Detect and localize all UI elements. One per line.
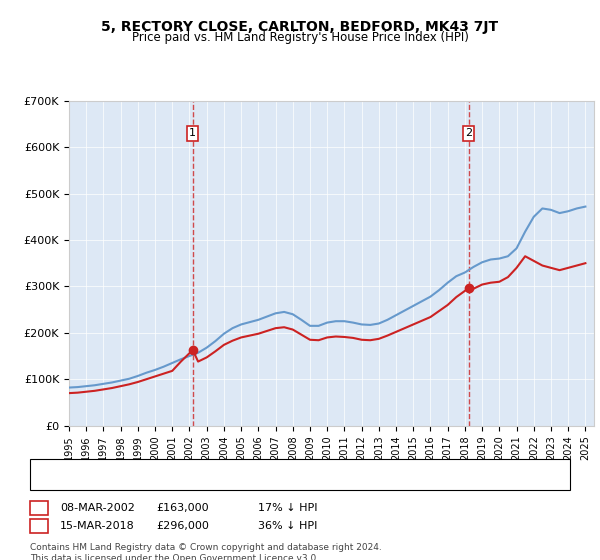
Text: 2: 2 xyxy=(35,521,43,531)
Text: 36% ↓ HPI: 36% ↓ HPI xyxy=(258,521,317,531)
Text: 1: 1 xyxy=(35,503,43,513)
Text: 17% ↓ HPI: 17% ↓ HPI xyxy=(258,503,317,513)
Text: 2: 2 xyxy=(465,128,472,138)
Text: HPI: Average price, detached house, Bedford: HPI: Average price, detached house, Bedf… xyxy=(69,477,303,487)
Text: £296,000: £296,000 xyxy=(156,521,209,531)
Text: 15-MAR-2018: 15-MAR-2018 xyxy=(60,521,135,531)
Text: £163,000: £163,000 xyxy=(156,503,209,513)
Text: ——: —— xyxy=(48,475,76,488)
Text: 1: 1 xyxy=(189,128,196,138)
Text: 08-MAR-2002: 08-MAR-2002 xyxy=(60,503,135,513)
Text: Contains HM Land Registry data © Crown copyright and database right 2024.
This d: Contains HM Land Registry data © Crown c… xyxy=(30,543,382,560)
Text: ——: —— xyxy=(48,460,76,475)
Text: 5, RECTORY CLOSE, CARLTON, BEDFORD, MK43 7JT (detached house): 5, RECTORY CLOSE, CARLTON, BEDFORD, MK43… xyxy=(69,463,430,473)
Text: 5, RECTORY CLOSE, CARLTON, BEDFORD, MK43 7JT: 5, RECTORY CLOSE, CARLTON, BEDFORD, MK43… xyxy=(101,20,499,34)
Text: Price paid vs. HM Land Registry's House Price Index (HPI): Price paid vs. HM Land Registry's House … xyxy=(131,31,469,44)
